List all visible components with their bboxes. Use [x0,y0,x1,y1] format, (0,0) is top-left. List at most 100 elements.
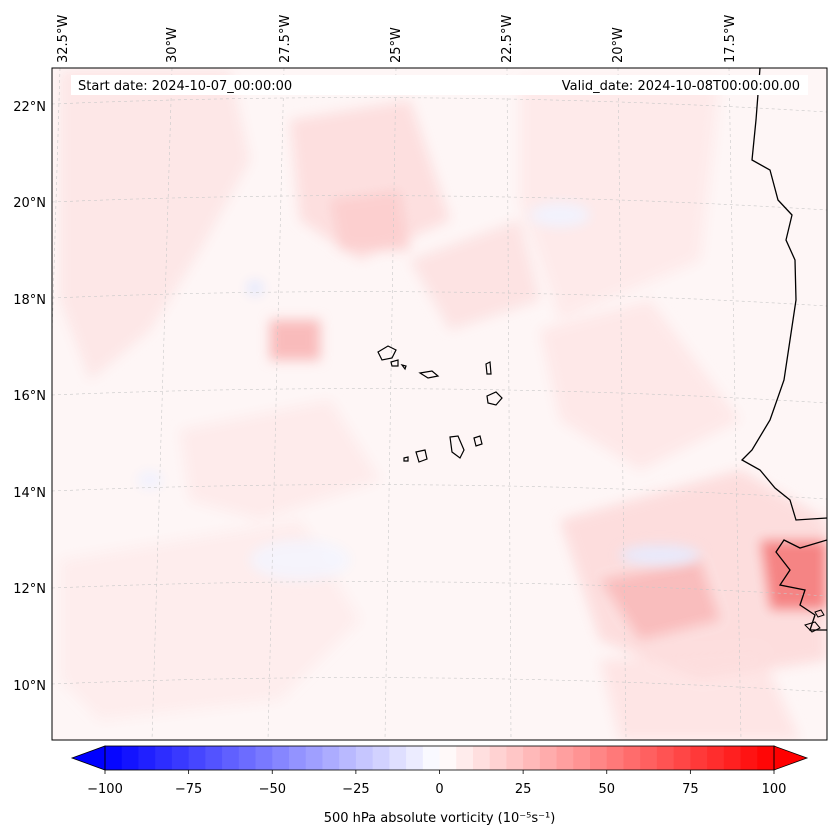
colorbar-cell [389,746,407,770]
colorbar-cell [707,746,725,770]
colorbar-tick-label: 50 [599,782,616,797]
colorbar-cell [372,746,390,770]
parallel-22n [52,97,827,113]
graticule [52,68,827,740]
colorbar-tick-label: −75 [175,782,202,797]
colorbar-ticks: −100 −75 −50 −25 0 25 50 75 100 [87,782,786,797]
colorbar-cell [690,746,708,770]
colorbar-cells [105,746,775,770]
lon-label: 22.5°W [500,15,515,63]
meridian-25w [384,68,397,740]
parallel-18n [52,291,827,307]
colorbar-cell [121,746,139,770]
colorbar-cell [523,746,541,770]
parallel-10n [52,677,827,693]
colorbar-cell [205,746,223,770]
lat-label: 22°N [13,100,46,115]
colorbar-tick-label: −50 [259,782,286,797]
colorbar-tick-label: 75 [682,782,699,797]
colorbar-tick-marks [104,770,775,774]
colorbar-cell [305,746,323,770]
west-africa-coastline [740,68,827,521]
valid-date-label: Valid_date: 2024-10-08T00:00:00.00 [562,79,800,94]
colorbar-cell [673,746,691,770]
meridian-22-5w [506,68,512,740]
vorticity-field [52,68,827,740]
colorbar-cell [623,746,641,770]
cape-verde-islands [377,345,503,463]
meridian-17-5w [728,68,742,740]
lat-label: 10°N [13,679,46,694]
colorbar-cell [439,746,457,770]
lon-label: 30°W [165,27,180,63]
colorbar-cell [539,746,557,770]
island-santiago [449,435,465,459]
lat-label: 14°N [13,486,46,501]
colorbar-max-extend-arrow [773,745,809,771]
island-brava [403,456,409,462]
colorbar-min-extend-arrow [70,745,106,771]
meridian-20w [617,68,627,740]
colorbar-cell [573,746,591,770]
colorbar-cell [590,746,608,770]
meridian-27-5w [267,68,285,740]
colorbar-cell [757,746,775,770]
colorbar-cell [272,746,290,770]
colorbar-tick-label: 100 [762,782,787,797]
longitude-labels: 32.5°W 30°W 27.5°W 25°W 22.5°W 20°W 17.5… [56,15,738,63]
colorbar-cell [406,746,424,770]
colorbar-cell [288,746,307,770]
colorbar-cell [138,746,156,770]
bissagos-islands [804,609,825,633]
colorbar-cell [506,746,524,770]
lon-label: 27.5°W [278,15,293,63]
island-fogo [415,449,428,463]
colorbar-cell [222,746,240,770]
island-maio [473,435,483,447]
parallel-12n [52,581,827,597]
colorbar-tick-label: 0 [435,782,443,797]
colorbar-cell [472,746,491,770]
colorbar-cell [489,746,507,770]
colorbar-cell [422,746,440,770]
lon-label: 32.5°W [56,15,71,63]
parallel-14n [52,484,827,500]
lat-label: 12°N [13,582,46,597]
colorbar-tick-label: −100 [87,782,123,797]
lon-label: 17.5°W [723,15,738,63]
map-frame [51,67,828,741]
colorbar-cell [656,746,675,770]
parallel-20n [52,195,827,211]
colorbar-cell [606,746,624,770]
colorbar-tick-label: −25 [342,782,369,797]
latitude-labels: 22°N 20°N 18°N 16°N 14°N 12°N 10°N [13,100,46,694]
colorbar-cell [155,746,173,770]
lat-label: 16°N [13,389,46,404]
colorbar-cell [188,746,206,770]
colorbar-tick-label: 25 [515,782,532,797]
island-santa-luzia [400,364,407,371]
island-santo-antao [377,345,397,361]
colorbar-cell [556,746,574,770]
colorbar-cell [171,746,190,770]
lon-label: 25°W [389,27,404,63]
senegal-gambia-coast [775,539,827,631]
parallel-16n [52,388,827,404]
colorbar-cell [238,746,256,770]
colorbar-cell [339,746,357,770]
island-sao-nicolau [418,370,440,379]
colorbar-cell [355,746,374,770]
island-boa-vista [486,391,503,406]
lat-label: 20°N [13,196,46,211]
colorbar-cell [105,746,123,770]
lat-label: 18°N [13,293,46,308]
colorbar-label: 500 hPa absolute vorticity (10⁻⁵s⁻¹) [324,811,556,826]
colorbar-cell [740,746,758,770]
colorbar-cell [723,746,741,770]
colorbar: −100 −75 −50 −25 0 25 50 75 100 500 hPa … [70,745,809,826]
island-sao-vicente [390,359,399,367]
island-sal [485,361,492,375]
title-box [71,75,808,95]
colorbar-cell [456,746,474,770]
